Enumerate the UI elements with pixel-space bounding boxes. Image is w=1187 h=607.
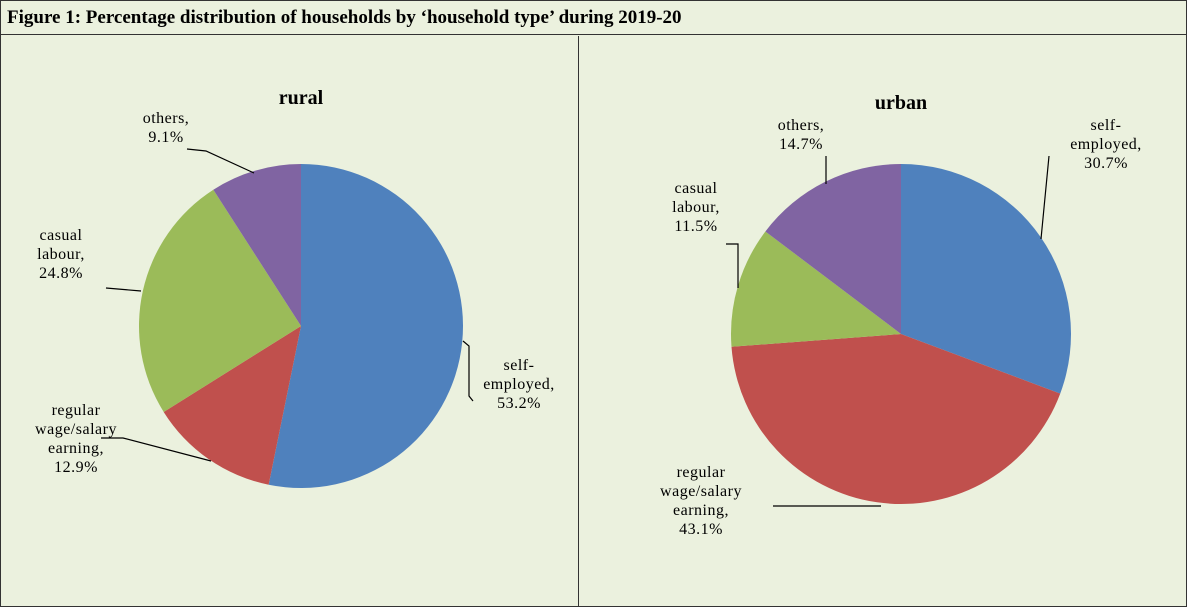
- label-value: 12.9%: [54, 459, 98, 476]
- label-category: others: [143, 110, 190, 127]
- label-category: regular wage/salary earning: [660, 464, 742, 519]
- label-value: 9.1%: [148, 129, 184, 146]
- figure-title: Figure 1: Percentage distribution of hou…: [1, 1, 1186, 35]
- label-category: self-employed: [1070, 117, 1142, 153]
- label-value: 24.8%: [39, 265, 83, 282]
- leader-line: [726, 243, 739, 288]
- pie-title: rural: [279, 87, 324, 109]
- data-label: others 9.1%: [131, 109, 201, 147]
- label-category: casual labour: [37, 227, 85, 263]
- label-category: regular wage/salary earning: [35, 402, 117, 457]
- data-label: casual labour 24.8%: [21, 226, 101, 283]
- pie-slice: [163, 326, 301, 485]
- data-label: regular wage/salary earning 43.1%: [641, 463, 761, 539]
- label-value: 11.5%: [674, 218, 718, 235]
- pie-slice: [213, 164, 301, 326]
- label-category: others: [778, 117, 825, 134]
- label-value: 14.7%: [779, 136, 823, 153]
- pie-slice: [901, 164, 1071, 394]
- pie-slice: [139, 189, 301, 412]
- data-label: self-employed 30.7%: [1056, 116, 1156, 173]
- data-label: casual labour 11.5%: [653, 179, 739, 236]
- data-label: regular wage/salary earning 12.9%: [33, 401, 119, 477]
- pie-slice: [731, 334, 1061, 504]
- divider: [578, 36, 579, 606]
- label-category: self-employed: [483, 357, 555, 393]
- data-label: self-employed 53.2%: [469, 356, 569, 413]
- pie-title: urban: [875, 92, 927, 114]
- leader-line: [1040, 155, 1050, 240]
- label-category: casual labour: [672, 180, 720, 216]
- label-value: 43.1%: [679, 521, 723, 538]
- leader-line: [105, 287, 142, 292]
- pie-slice: [731, 231, 901, 347]
- pie-slice: [268, 164, 463, 488]
- leader-line: [101, 437, 212, 462]
- label-value: 53.2%: [497, 395, 541, 412]
- leader-line: [462, 340, 474, 402]
- leader-line: [186, 148, 255, 174]
- pie-slice: [765, 164, 901, 334]
- data-label: others 14.7%: [766, 116, 836, 154]
- label-value: 30.7%: [1084, 155, 1128, 172]
